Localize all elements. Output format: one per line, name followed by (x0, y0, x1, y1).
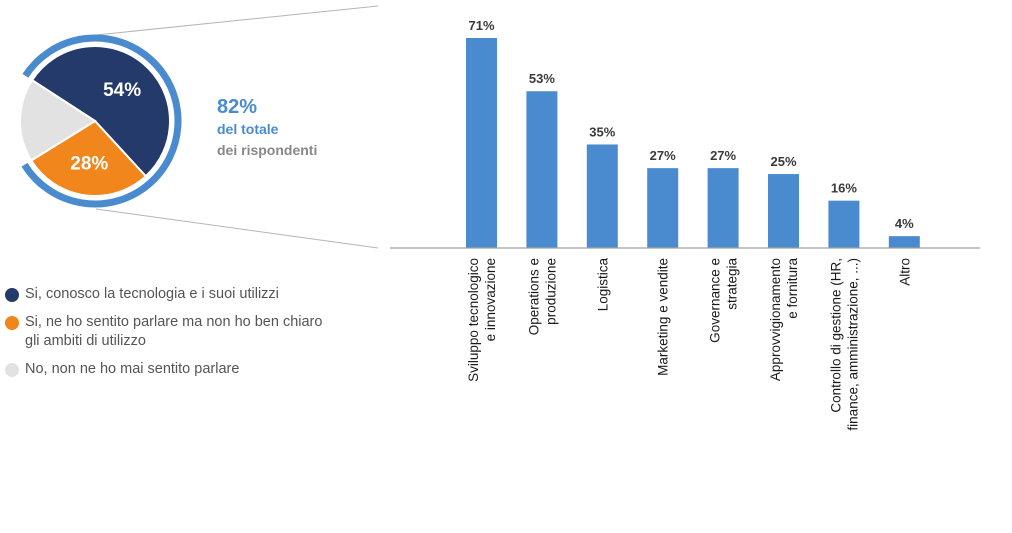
bar-value-label: 71% (468, 18, 494, 33)
bar (828, 200, 860, 248)
bar (466, 38, 497, 248)
callout-line1: del totale (217, 121, 279, 137)
connector-line-top (95, 5, 379, 36)
pie-slice (30, 45, 171, 178)
bar-value-label: 53% (529, 71, 555, 86)
legend-item: No, non ne ho mai sentito parlare (5, 360, 365, 379)
bar (707, 168, 739, 248)
bar-chart: 71% Sviluppo tecnologico e innovazione 53% O… (466, 18, 920, 431)
bar (647, 168, 679, 248)
bar-category-label: Operations e (526, 258, 541, 335)
pie-slice-label: 28% (70, 154, 108, 175)
bar-value-label: 27% (710, 148, 736, 163)
pie-slice-label: 54% (103, 80, 141, 101)
legend-item: Si, ne ho sentito parlare ma non ho ben … (5, 313, 365, 351)
legend-label: gli ambiti di utilizzo (25, 333, 146, 349)
bar-category-label: e innovazione (483, 258, 498, 341)
bar-value-label: 16% (831, 181, 857, 196)
bar-category-label: Altro (897, 258, 912, 286)
pie-chart: 54% 28% (19, 34, 182, 208)
legend-swatch (5, 363, 19, 377)
bar-category-label: produzione (543, 258, 558, 325)
bar-value-label: 25% (770, 154, 796, 169)
legend-label: No, non ne ho mai sentito parlare (25, 361, 240, 377)
callout-percent: 82% (217, 96, 257, 118)
bar-category-label: finance, amministrazione, ...) (845, 258, 860, 431)
legend-swatch (5, 316, 19, 330)
legend-swatch (5, 288, 19, 302)
callout-line2: dei rispondenti (217, 142, 317, 158)
pie-legend: Si, conosco la tecnologia e i suoi utili… (5, 285, 365, 388)
legend-item: Si, conosco la tecnologia e i suoi utili… (5, 285, 365, 304)
legend-label: Si, conosco la tecnologia e i suoi utili… (25, 286, 279, 302)
bar-value-label: 27% (650, 148, 676, 163)
bar-category-label: Marketing e vendite (656, 258, 671, 376)
bar-value-label: 4% (895, 216, 914, 231)
pie-highlight-arc (21, 34, 182, 208)
bar (586, 144, 618, 248)
bar-category-label: Controllo di gestione (HR, (828, 258, 843, 413)
bar-category-label: Sviluppo tecnologico (466, 258, 481, 382)
bar-category-label: Governance e (708, 258, 723, 343)
bar-category-label: Logistica (595, 258, 610, 312)
connector-line-bottom (95, 208, 379, 249)
pie-slice (19, 78, 97, 162)
pie-slice (29, 119, 148, 197)
legend-label: Si, ne ho sentito parlare ma non ho ben … (25, 314, 323, 330)
bar (888, 236, 920, 248)
bar-category-label: strategia (725, 258, 740, 310)
bar-category-label: e fornitura (785, 258, 800, 319)
bar (526, 91, 558, 248)
bar-category-label: Approvvigionamento (768, 258, 783, 381)
bar (768, 174, 799, 248)
bar-value-label: 35% (589, 124, 615, 139)
